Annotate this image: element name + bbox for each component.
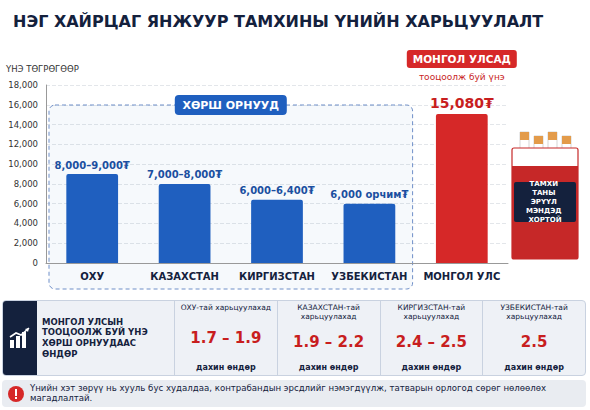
html-text:2.5: 2.5 xyxy=(520,333,548,352)
svg-text:ОХУ: ОХУ xyxy=(80,271,104,282)
svg-text:тооцоолж буй үнэ: тооцоолж буй үнэ xyxy=(419,72,505,82)
svg-text:ТАНЫ: ТАНЫ xyxy=(532,189,558,197)
svg-text:МОНГОЛ УЛС: МОНГОЛ УЛС xyxy=(423,271,500,282)
html-text:2.4 – 2.5: 2.4 – 2.5 xyxy=(395,333,467,352)
html-text:дахин өндөр: дахин өндөр xyxy=(298,363,359,372)
svg-text:18,000: 18,000 xyxy=(8,80,38,90)
html-text:дахин өндөр: дахин өндөр xyxy=(504,363,564,372)
svg-text:15,080₮: 15,080₮ xyxy=(430,95,494,111)
html-text:дахин өндөр: дахин өндөр xyxy=(401,363,462,372)
html-text:1.9 – 2.2: 1.9 – 2.2 xyxy=(293,333,365,352)
svg-text:КАЗАХСТАН: КАЗАХСТАН xyxy=(150,271,219,282)
svg-text:7,000–8,000₮: 7,000–8,000₮ xyxy=(147,169,222,180)
svg-text:ҮНЭ ТӨГРӨГӨӨР: ҮНЭ ТӨГРӨГӨӨР xyxy=(5,64,79,74)
svg-text:ТАМХИ: ТАМХИ xyxy=(530,180,561,188)
html-text:КИРГИЗСТАН-тай харьцуулахад: КИРГИЗСТАН-тай харьцуулахад xyxy=(397,303,466,321)
html-text:1.7 – 1.9: 1.7 – 1.9 xyxy=(190,328,262,347)
svg-text:6,000: 6,000 xyxy=(14,199,38,209)
svg-text:16,000: 16,000 xyxy=(8,100,38,110)
svg-text:УЗБЕКИСТАН: УЗБЕКИСТАН xyxy=(331,271,407,282)
html-text:МОНГОЛ УЛСЫН ТООЦООЛЖ БУЙ ҮНЭ: МОНГОЛ УЛСЫН ТООЦООЛЖ БУЙ ҮНЭ ХӨРШ ОРНУУ… xyxy=(42,316,148,359)
svg-text:14,000: 14,000 xyxy=(8,120,38,130)
svg-text:6,000–6,400₮: 6,000–6,400₮ xyxy=(239,185,314,196)
svg-text:ХӨРШ ОРНУУД: ХӨРШ ОРНУУД xyxy=(182,99,279,112)
html-text:УЗБЕКИСТАН-тай харьцуулахад: УЗБЕКИСТАН-тай харьцуулахад xyxy=(500,303,568,321)
svg-text:4,000: 4,000 xyxy=(14,218,38,228)
html-text:КАЗАХСТАН-тай харьцуулахад: КАЗАХСТАН-тай харьцуулахад xyxy=(297,303,360,321)
svg-text:2,000: 2,000 xyxy=(14,238,38,248)
svg-text:10,000: 10,000 xyxy=(8,159,38,169)
svg-text:КИРГИЗСТАН: КИРГИЗСТАН xyxy=(239,271,315,282)
svg-text:6,000 орчим₮: 6,000 орчим₮ xyxy=(330,189,408,200)
svg-text:8,000–9,000₮: 8,000–9,000₮ xyxy=(55,160,130,171)
svg-text:12,000: 12,000 xyxy=(8,139,38,149)
svg-text:МЭНДЭД: МЭНДЭД xyxy=(526,207,564,215)
svg-text:НЭГ ХАЙРЦАГ ЯНЖУУР ТАМХИНЫ ҮНИ: НЭГ ХАЙРЦАГ ЯНЖУУР ТАМХИНЫ ҮНИЙН ХАРЬЦУУ… xyxy=(13,12,543,31)
html-text:дахин өндөр: дахин өндөр xyxy=(196,363,256,372)
svg-text:0: 0 xyxy=(33,258,38,268)
svg-text:ЭРҮҮЛ: ЭРҮҮЛ xyxy=(531,198,560,206)
svg-text:8,000: 8,000 xyxy=(14,179,38,189)
html-text:Үнийн хэт зөрүү нь хууль бус х: Үнийн хэт зөрүү нь хууль бус худалдаа, к… xyxy=(30,382,547,403)
svg-text:МОНГОЛ УЛСАД: МОНГОЛ УЛСАД xyxy=(413,53,511,65)
html-text:ОХУ-тай харьцуулахад: ОХУ-тай харьцуулахад xyxy=(180,303,271,312)
svg-text:ХОРТОЙ: ХОРТОЙ xyxy=(528,215,561,224)
